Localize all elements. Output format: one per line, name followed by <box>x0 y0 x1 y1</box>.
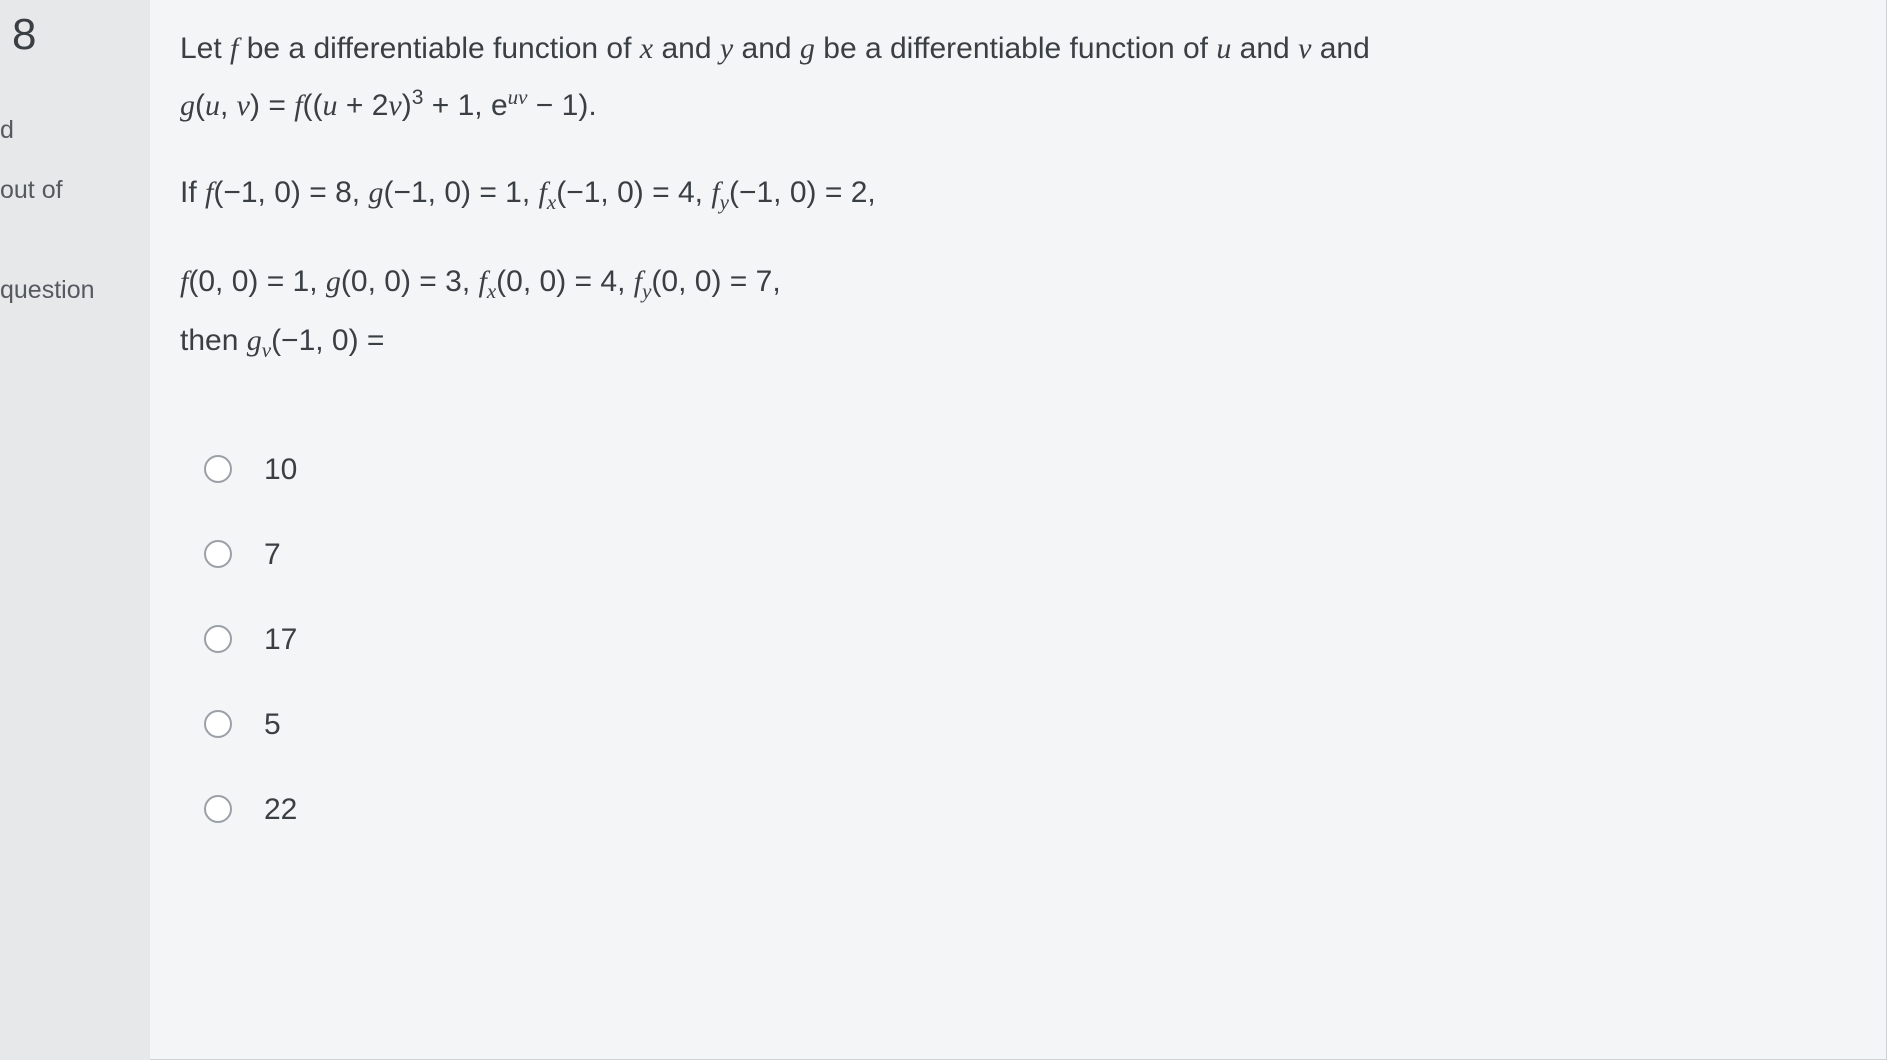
option-3[interactable]: 5 <box>204 696 1846 753</box>
var-g: g <box>368 176 383 209</box>
question-conditions-1: If f(−1, 0) = 8, g(−1, 0) = 1, fx(−1, 0)… <box>180 164 1846 223</box>
var-x: x <box>640 32 653 65</box>
radio-icon[interactable] <box>204 540 232 568</box>
sidebar-meta: d out of question <box>0 100 150 320</box>
radio-icon[interactable] <box>204 795 232 823</box>
sidebar-meta-3: question <box>0 260 150 320</box>
var-u: u <box>323 89 338 122</box>
option-label: 10 <box>264 441 297 498</box>
text: be a differentiable function of <box>815 32 1216 65</box>
sub-v: v <box>262 338 271 362</box>
answer-options: 10 7 17 5 22 <box>180 441 1846 838</box>
text: Let <box>180 32 230 65</box>
option-0[interactable]: 10 <box>204 441 1846 498</box>
var-g: g <box>800 32 815 65</box>
var-v: v <box>388 89 401 122</box>
text: + 1, e <box>423 89 507 122</box>
text: If <box>180 176 205 209</box>
text: be a differentiable function of <box>238 32 639 65</box>
radio-icon[interactable] <box>204 625 232 653</box>
option-1[interactable]: 7 <box>204 526 1846 583</box>
var-f: f <box>634 265 642 298</box>
question-number: 8 <box>0 10 150 60</box>
var-g: g <box>326 265 341 298</box>
var-u: u <box>1216 32 1231 65</box>
text: then <box>180 324 247 357</box>
spacer <box>0 220 150 260</box>
text: (−1, 0) = 8, <box>213 176 368 209</box>
var-g: g <box>247 324 262 357</box>
var-v: v <box>1298 32 1311 65</box>
option-2[interactable]: 17 <box>204 611 1846 668</box>
sidebar-meta-1: d <box>0 100 150 160</box>
text: (−1, 0) = 2, <box>729 176 876 209</box>
radio-icon[interactable] <box>204 710 232 738</box>
var-f: f <box>711 176 719 209</box>
option-4[interactable]: 22 <box>204 781 1846 838</box>
text: (−1, 0) = 1, <box>383 176 538 209</box>
question-content: Let f be a differentiable function of x … <box>150 0 1887 1060</box>
text: − 1). <box>527 89 596 122</box>
text: and <box>1311 32 1369 65</box>
text: ) <box>402 89 412 122</box>
page: 8 d out of question Let f be a different… <box>0 0 1887 1060</box>
sub-x: x <box>487 279 496 303</box>
text: (0, 0) = 1, <box>188 265 326 298</box>
sub-x: x <box>547 190 556 214</box>
exponent-uv: uv <box>508 85 528 109</box>
var-g: g <box>180 89 195 122</box>
text: (0, 0) = 4, <box>496 265 634 298</box>
var-f: f <box>479 265 487 298</box>
option-label: 17 <box>264 611 297 668</box>
radio-icon[interactable] <box>204 455 232 483</box>
text: ) = <box>250 89 294 122</box>
text: (−1, 0) = 4, <box>556 176 711 209</box>
var-y: y <box>720 32 733 65</box>
question-intro: Let f be a differentiable function of x … <box>180 20 1846 134</box>
sub-y: y <box>720 190 729 214</box>
sidebar-meta-2: out of <box>0 160 150 220</box>
text: (−1, 0) = <box>271 324 384 357</box>
question-conditions-2: f(0, 0) = 1, g(0, 0) = 3, fx(0, 0) = 4, … <box>180 253 1846 371</box>
option-label: 7 <box>264 526 281 583</box>
text: and <box>733 32 800 65</box>
text: + 2 <box>338 89 389 122</box>
text: (0, 0) = 3, <box>341 265 479 298</box>
text: (0, 0) = 7, <box>651 265 780 298</box>
text: , <box>220 89 237 122</box>
option-label: 5 <box>264 696 281 753</box>
text: (( <box>303 89 323 122</box>
exponent: 3 <box>412 86 424 109</box>
text: ( <box>195 89 205 122</box>
option-label: 22 <box>264 781 297 838</box>
var-f: f <box>539 176 547 209</box>
var-u: u <box>205 89 220 122</box>
text: and <box>653 32 720 65</box>
var-f: f <box>294 89 302 122</box>
text: and <box>1231 32 1298 65</box>
var-v: v <box>237 89 250 122</box>
sidebar: 8 d out of question <box>0 0 150 1060</box>
